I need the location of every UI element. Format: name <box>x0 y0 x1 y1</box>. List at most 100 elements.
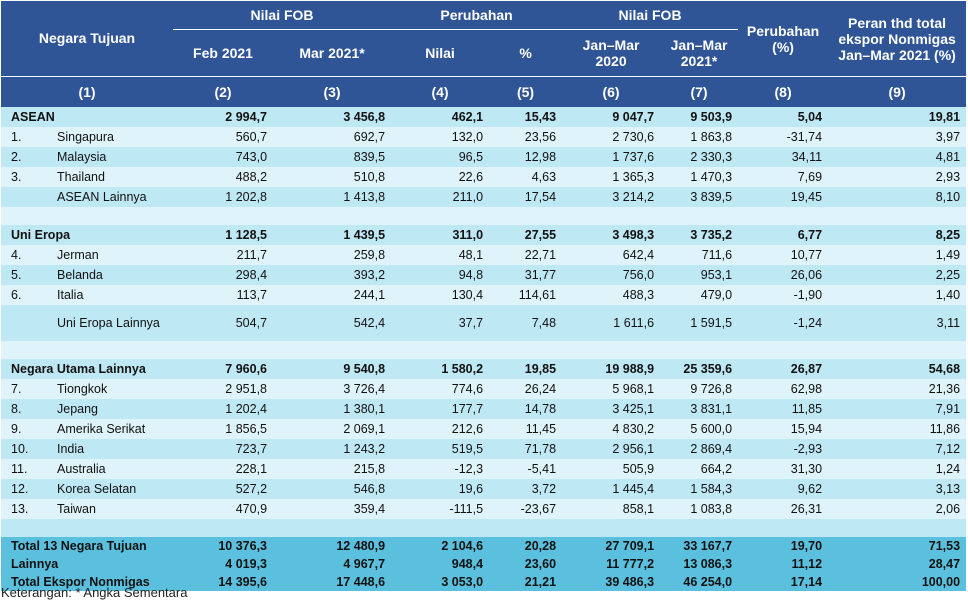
value-cell: 19,6 <box>391 479 490 499</box>
country-name: Korea Selatan <box>49 479 174 499</box>
value-cell: -23,67 <box>489 499 563 519</box>
value-cell: 488,3 <box>562 285 661 305</box>
value-cell: 3 456,8 <box>273 107 392 127</box>
value-cell: 546,8 <box>273 479 392 499</box>
row-number: 9. <box>1 419 49 439</box>
total-name: Total 13 Negara Tujuan <box>1 537 174 555</box>
value-cell: 23,56 <box>489 127 563 147</box>
value-cell: 6,77 <box>738 225 829 245</box>
value-cell: 858,1 <box>562 499 661 519</box>
col-number: (6) <box>562 76 661 107</box>
header-peran: Peran thd total ekspor Nonmigas Jan–Mar … <box>828 1 967 77</box>
row-number: 6. <box>1 285 49 305</box>
group-row: Negara Utama Lainnya 7 960,6 9 540,8 1 580,… <box>1 359 967 379</box>
value-cell: 1 365,3 <box>562 167 661 187</box>
country-name: Uni Eropa Lainnya <box>49 305 174 341</box>
value-cell: 19,70 <box>738 537 829 555</box>
value-cell: 228,1 <box>173 459 274 479</box>
value-cell: 3,97 <box>828 127 967 147</box>
value-cell: 8,10 <box>828 187 967 207</box>
value-cell: 71,78 <box>489 439 563 459</box>
value-cell: 54,68 <box>828 359 967 379</box>
table-row: 10. India 723,7 1 243,2 519,5 71,78 2 956,1 2 8… <box>1 439 967 459</box>
col-number: (5) <box>489 76 563 107</box>
value-cell: 1 413,8 <box>273 187 392 207</box>
country-name: Malaysia <box>49 147 174 167</box>
header-percent: % <box>489 29 563 77</box>
value-cell: 4,81 <box>828 147 967 167</box>
value-cell: 2,93 <box>828 167 967 187</box>
table-row: 4. Jerman 211,7 259,8 48,1 22,71 642,4 711,6 10,… <box>1 245 967 265</box>
value-cell: 3,13 <box>828 479 967 499</box>
header-perubahan-pct: Perubahan (%) <box>738 1 829 77</box>
value-cell: 393,2 <box>273 265 392 285</box>
value-cell: 22,6 <box>391 167 490 187</box>
col-number: (8) <box>738 76 829 107</box>
value-cell: 4 019,3 <box>173 555 274 573</box>
value-cell: 26,87 <box>738 359 829 379</box>
total-row: Total 13 Negara Tujuan 10 376,3 12 480,9 2 … <box>1 537 967 555</box>
col-number: (1) <box>1 76 174 107</box>
table-row: 3. Thailand 488,2 510,8 22,6 4,63 1 365,3 1 470… <box>1 167 967 187</box>
spacer-row <box>1 207 967 225</box>
value-cell: 3,11 <box>828 305 967 341</box>
table-row: 7. Tiongkok 2 951,8 3 726,4 774,6 26,24 5 968,… <box>1 379 967 399</box>
value-cell: 1 591,5 <box>660 305 739 341</box>
row-number: 8. <box>1 399 49 419</box>
value-cell: 15,94 <box>738 419 829 439</box>
value-cell: 13 086,3 <box>660 555 739 573</box>
row-number: 13. <box>1 499 49 519</box>
value-cell: 39 486,3 <box>562 573 661 591</box>
value-cell: 4,63 <box>489 167 563 187</box>
value-cell: 1 202,8 <box>173 187 274 207</box>
total-row: Lainnya 4 019,3 4 967,7 948,4 23,60 11 777,2 1… <box>1 555 967 573</box>
export-table: Negara Tujuan Nilai FOB Perubahan Nilai … <box>1 1 967 591</box>
value-cell: 1 128,5 <box>173 225 274 245</box>
row-number: 7. <box>1 379 49 399</box>
value-cell: 11,85 <box>738 399 829 419</box>
header-feb-2021: Feb 2021 <box>173 29 274 77</box>
value-cell: 2,25 <box>828 265 967 285</box>
value-cell: 11,86 <box>828 419 967 439</box>
value-cell: 96,5 <box>391 147 490 167</box>
value-cell: 1 737,6 <box>562 147 661 167</box>
value-cell: 9 503,9 <box>660 107 739 127</box>
value-cell: 14,78 <box>489 399 563 419</box>
value-cell: 12,98 <box>489 147 563 167</box>
value-cell: 71,53 <box>828 537 967 555</box>
value-cell: 7 960,6 <box>173 359 274 379</box>
table-row: 11. Australia 228,1 215,8 -12,3 -5,41 505,9 664… <box>1 459 967 479</box>
value-cell: 510,8 <box>273 167 392 187</box>
value-cell: -12,3 <box>391 459 490 479</box>
value-cell: 113,7 <box>173 285 274 305</box>
value-cell: 11,12 <box>738 555 829 573</box>
value-cell: 10 376,3 <box>173 537 274 555</box>
value-cell: 470,9 <box>173 499 274 519</box>
value-cell: 5 968,1 <box>562 379 661 399</box>
header-nilai-fob-monthly: Nilai FOB <box>173 1 392 30</box>
value-cell: 642,4 <box>562 245 661 265</box>
value-cell: 244,1 <box>273 285 392 305</box>
value-cell: 62,98 <box>738 379 829 399</box>
value-cell: 5,04 <box>738 107 829 127</box>
value-cell: 130,4 <box>391 285 490 305</box>
value-cell: 10,77 <box>738 245 829 265</box>
value-cell: 17,54 <box>489 187 563 207</box>
table-row: 12. Korea Selatan 527,2 546,8 19,6 3,72 1 445,… <box>1 479 967 499</box>
value-cell: 5 600,0 <box>660 419 739 439</box>
table-row: 9. Amerika Serikat 1 856,5 2 069,1 212,6 11,4… <box>1 419 967 439</box>
row-number: 12. <box>1 479 49 499</box>
country-name: Jerman <box>49 245 174 265</box>
group-name: Uni Eropa <box>1 225 174 245</box>
spacer-cell <box>1 519 967 537</box>
value-cell: 19,45 <box>738 187 829 207</box>
value-cell: 560,7 <box>173 127 274 147</box>
value-cell: 2 104,6 <box>391 537 490 555</box>
value-cell: 215,8 <box>273 459 392 479</box>
value-cell: 3 053,0 <box>391 573 490 591</box>
value-cell: 1,40 <box>828 285 967 305</box>
value-cell: 94,8 <box>391 265 490 285</box>
value-cell: 3 726,4 <box>273 379 392 399</box>
country-name: Amerika Serikat <box>49 419 174 439</box>
value-cell: 774,6 <box>391 379 490 399</box>
